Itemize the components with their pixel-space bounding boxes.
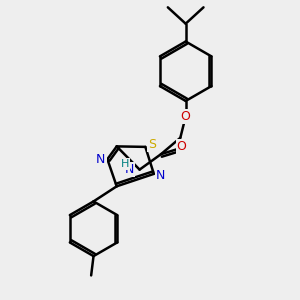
Text: O: O	[181, 110, 190, 123]
Text: H: H	[121, 159, 130, 169]
Text: N: N	[156, 169, 165, 182]
Text: N: N	[96, 153, 106, 166]
Text: S: S	[148, 138, 156, 151]
Text: O: O	[177, 140, 186, 153]
Text: N: N	[125, 163, 134, 176]
